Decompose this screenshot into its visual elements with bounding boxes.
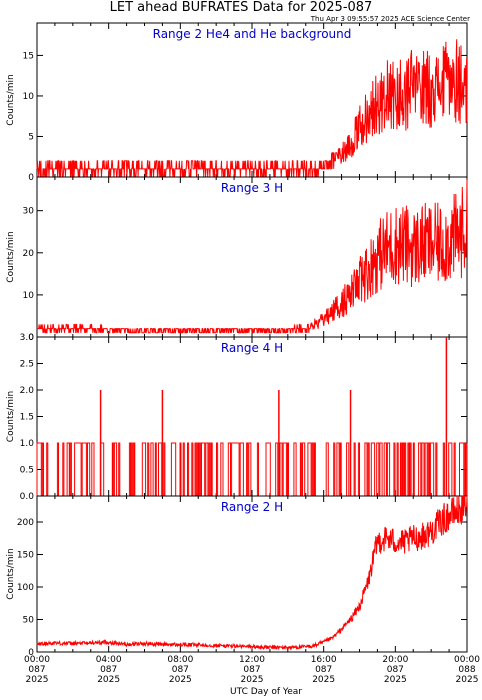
x-tick-label-year: 2025 — [241, 675, 264, 685]
panel-range4-h: Range 4 H Counts/min 0.0 0.5 1.0 1.5 2.0 2.5 3.0 — [6, 333, 468, 502]
x-tick-label-year: 2025 — [169, 675, 192, 685]
x-tick-label-year: 2025 — [312, 675, 335, 685]
panel-title: Range 3 H — [221, 181, 283, 195]
y-tick-label: 15 — [23, 51, 34, 61]
y-tick-label: 1.0 — [20, 439, 35, 449]
data-trace — [37, 179, 468, 334]
y-tick-label: 20 — [23, 249, 35, 259]
y-axis-label: Counts/min — [6, 391, 16, 442]
x-tick-label-doy: 087 — [387, 665, 404, 675]
y-axis-label: Counts/min — [6, 231, 16, 282]
x-axis-labels: 00:00087202504:00087202508:00087202512:0… — [24, 655, 480, 685]
y-tick-label: 50 — [23, 616, 35, 626]
y-axis-label: Counts/min — [6, 548, 16, 599]
y-tick-label: 30 — [23, 207, 35, 217]
y-tick-label: 0.5 — [20, 466, 34, 476]
y-tick-label: 0 — [28, 648, 34, 658]
y-tick-label: 2.0 — [20, 386, 35, 396]
figure-title: LET ahead BUFRATES Data for 2025-087 — [110, 0, 373, 15]
y-tick-label: 2.5 — [20, 360, 34, 370]
x-tick-label-year: 2025 — [384, 675, 407, 685]
x-tick-label-doy: 087 — [172, 665, 189, 675]
x-tick-label-year: 2025 — [26, 675, 49, 685]
x-tick-label-time: 00:00 — [454, 655, 480, 665]
x-tick-label-doy: 087 — [315, 665, 332, 675]
timestamp: Thu Apr 3 09:55:57 2025 ACE Science Cent… — [310, 15, 470, 23]
panel-title: Range 2 H — [221, 500, 283, 514]
data-trace — [36, 39, 468, 178]
x-tick-label-doy: 087 — [28, 665, 45, 675]
panel-title: Range 2 He4 and He background — [153, 27, 352, 41]
x-tick-label-time: 12:00 — [239, 655, 265, 665]
x-tick-label-time: 16:00 — [311, 655, 337, 665]
x-tick-label-doy: 087 — [243, 665, 260, 675]
y-tick-label: 0 — [28, 173, 34, 183]
panel-range2-he4: Range 2 He4 and He background Counts/min 0… — [6, 22, 468, 183]
panel-range3-h: Range 3 H Counts/min 0 10 20 30 — [6, 176, 468, 343]
data-trace — [36, 495, 468, 651]
x-tick-label-time: 00:00 — [24, 655, 50, 665]
x-tick-label-doy: 087 — [100, 665, 117, 675]
x-tick-label-time: 08:00 — [167, 655, 193, 665]
panel-title: Range 4 H — [221, 341, 283, 355]
x-tick-label-year: 2025 — [97, 675, 120, 685]
x-tick-label-time: 04:00 — [96, 655, 122, 665]
y-tick-label: 200 — [17, 518, 34, 528]
data-trace — [36, 442, 468, 497]
y-tick-label: 0 — [28, 333, 34, 343]
y-axis-label: Counts/min — [6, 74, 16, 125]
y-tick-label: 100 — [17, 583, 34, 593]
y-tick-label: 150 — [17, 551, 34, 561]
y-tick-label: 10 — [23, 291, 35, 301]
y-tick-label: 5 — [28, 132, 34, 142]
x-tick-label-time: 20:00 — [382, 655, 408, 665]
y-tick-label: 3.0 — [20, 333, 35, 343]
y-tick-label: 1.5 — [20, 413, 34, 423]
x-axis-label: UTC Day of Year — [230, 687, 302, 697]
x-tick-label-doy: 088 — [458, 665, 475, 675]
y-tick-label: 10 — [23, 92, 35, 102]
y-tick-label: 0.0 — [20, 492, 35, 502]
panel-range2-h: Range 2 H Counts/min 0 50 100 150 200 — [6, 495, 468, 658]
panel-frame — [36, 495, 468, 653]
x-tick-label-year: 2025 — [456, 675, 479, 685]
